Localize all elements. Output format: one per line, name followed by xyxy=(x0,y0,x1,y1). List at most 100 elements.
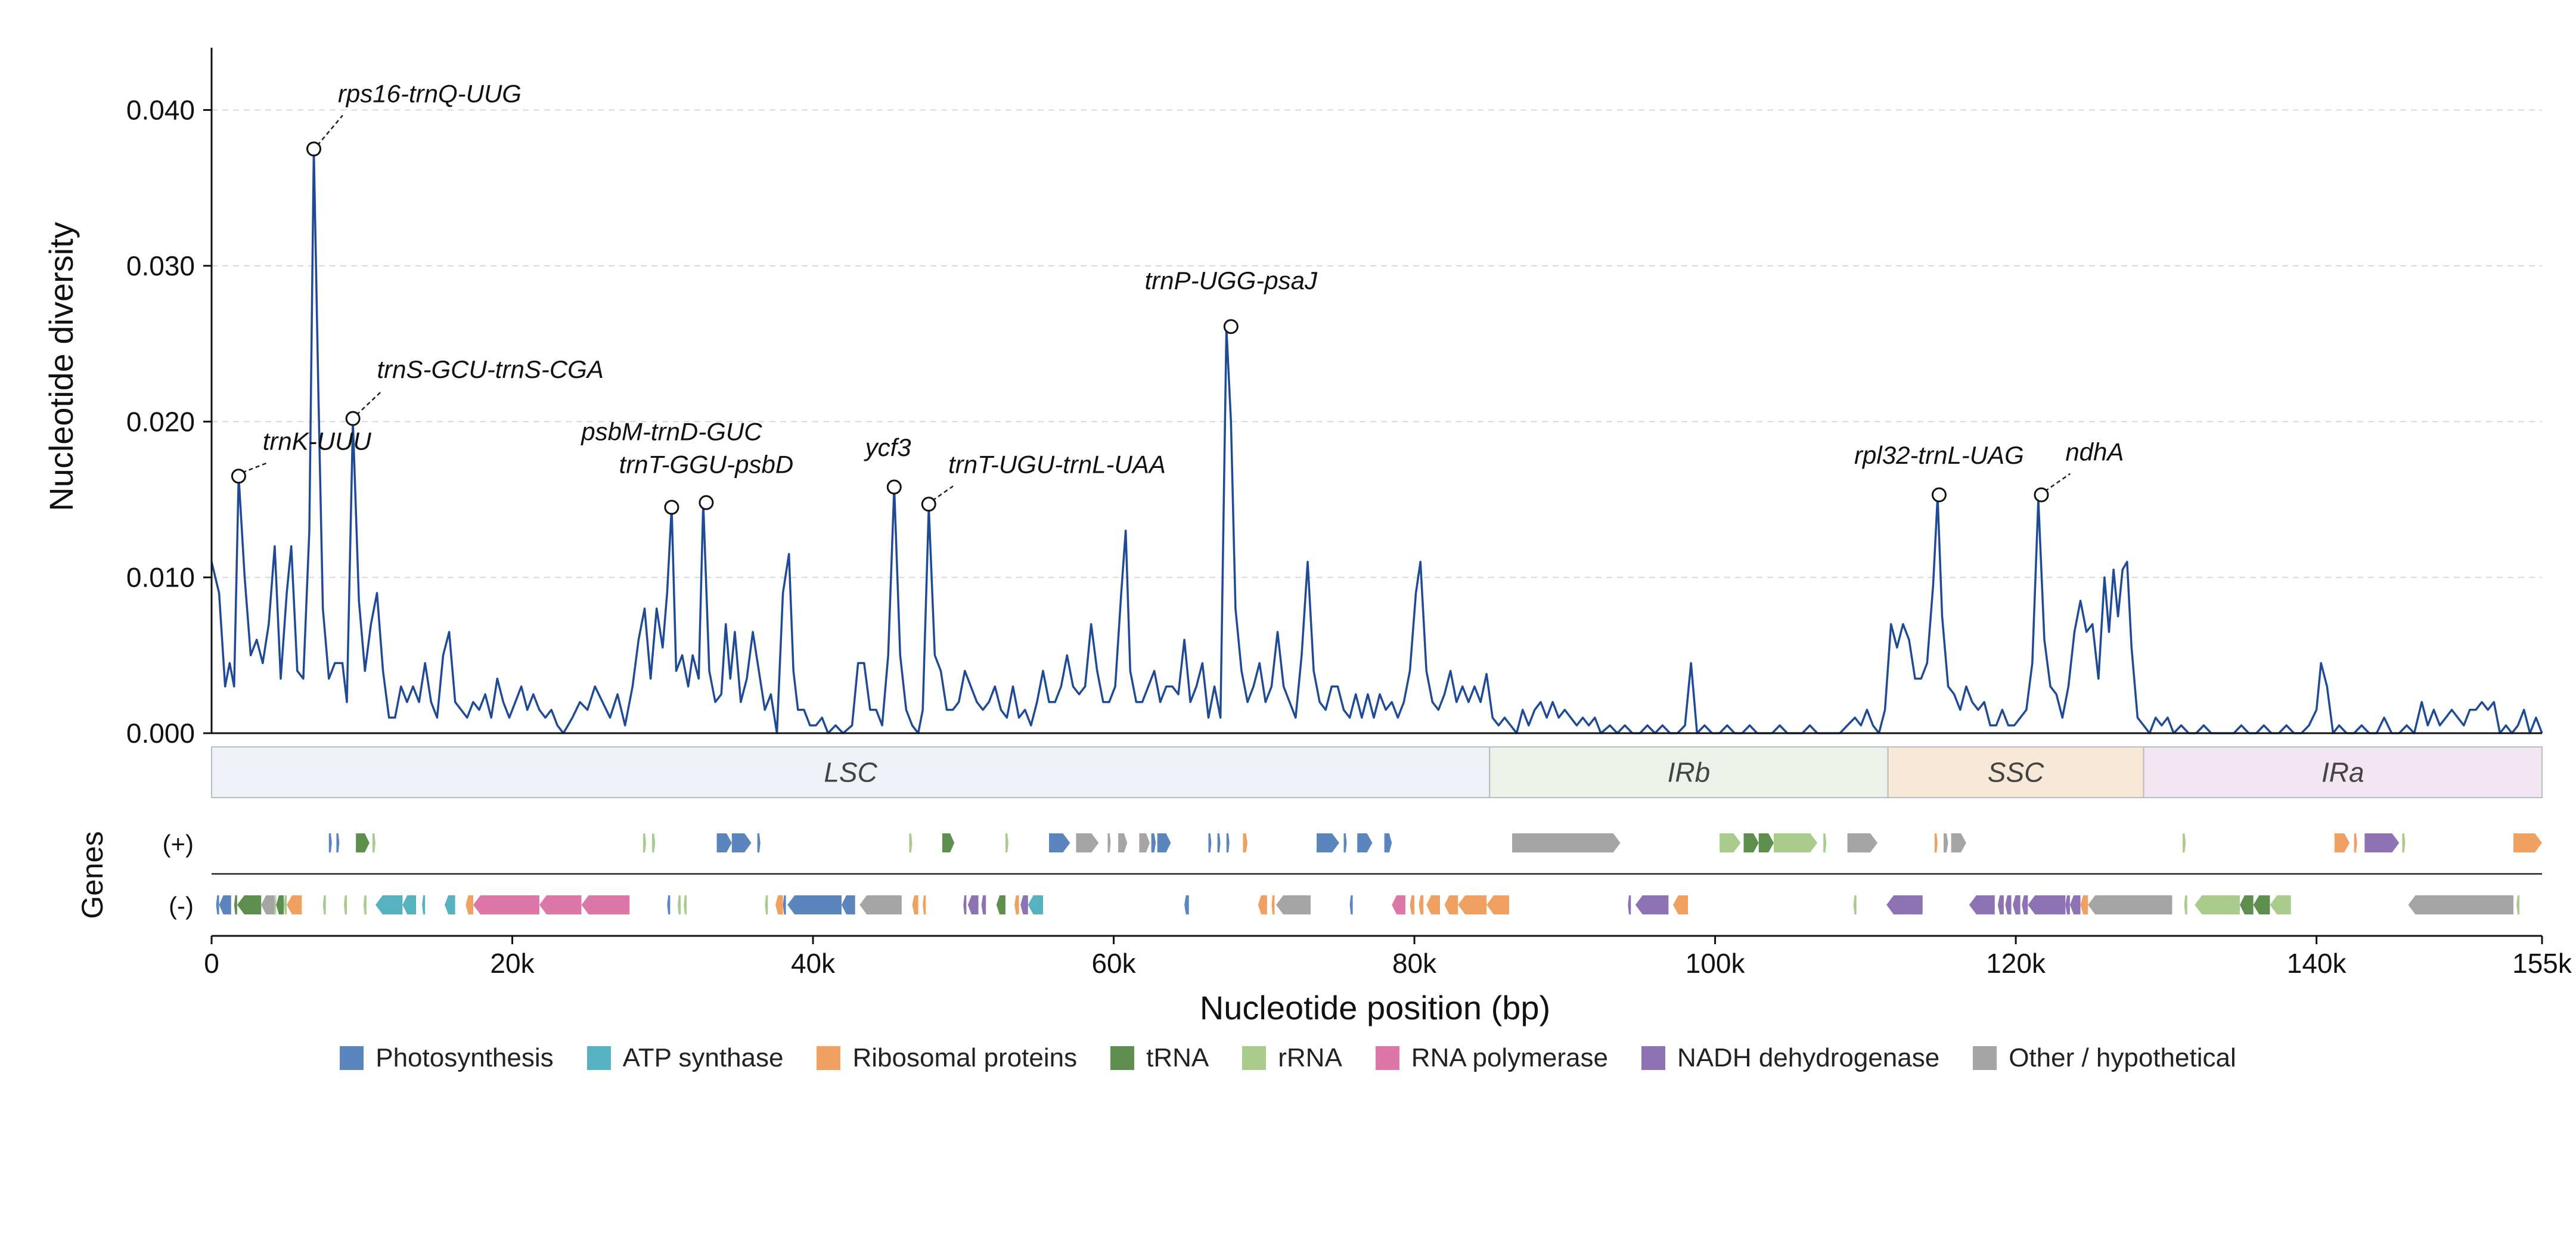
gene-feature xyxy=(2080,895,2088,914)
gene-feature xyxy=(859,895,902,914)
gene-feature xyxy=(775,895,783,914)
x-tick-label: 100k xyxy=(1686,948,1746,979)
gene-feature xyxy=(363,895,367,914)
peak-marker xyxy=(231,469,246,484)
peak-annotations: trnK-UUU rps16-trnQ-UUG trnS-GCU-trnS-CGA p… xyxy=(231,79,2124,515)
diversity-line xyxy=(210,148,2543,734)
gene-feature xyxy=(375,895,403,914)
gene-feature xyxy=(372,833,375,852)
gene-feature xyxy=(261,895,275,914)
legend-label: RNA polymerase xyxy=(1411,1043,1608,1072)
legend-item: RNA polymerase xyxy=(1375,1043,1608,1073)
gene-feature xyxy=(276,895,284,914)
x-tick-label: 20k xyxy=(490,948,535,979)
strand-plus-label: (+) xyxy=(163,830,194,858)
legend-label: Other / hypothetical xyxy=(2009,1043,2236,1072)
y-tick-label: 0.020 xyxy=(126,406,195,437)
legend-label: tRNA xyxy=(1146,1043,1209,1072)
gene-feature xyxy=(783,895,786,914)
gene-feature xyxy=(1758,833,1774,852)
legend-item: NADH dehydrogenase xyxy=(1641,1043,1939,1073)
peak-marker xyxy=(306,141,322,157)
gene-feature xyxy=(328,833,332,852)
gene-feature xyxy=(1426,895,1440,914)
region-ssc xyxy=(1887,746,2144,798)
strand-minus-label: (-) xyxy=(169,892,194,920)
gene-feature xyxy=(1275,895,1311,914)
gene-feature xyxy=(1773,833,1818,852)
legend-swatch xyxy=(1242,1046,1267,1070)
gene-feature xyxy=(237,895,262,914)
legend-swatch xyxy=(586,1046,611,1070)
legend-item: Photosynthesis xyxy=(340,1043,554,1073)
gene-feature xyxy=(765,895,768,914)
gene-feature xyxy=(2354,833,2357,852)
gene-feature xyxy=(1243,833,1248,852)
gene-feature xyxy=(684,895,687,914)
gene-feature xyxy=(1458,895,1487,914)
gene-feature xyxy=(1635,895,1669,914)
gene-track xyxy=(212,833,2542,914)
peak-marker xyxy=(699,495,714,510)
gene-feature xyxy=(2408,895,2514,914)
gene-feature xyxy=(1392,895,1405,914)
gene-feature xyxy=(1951,833,1966,852)
gene-feature xyxy=(678,895,681,914)
gene-feature xyxy=(1847,833,1878,852)
gene-feature xyxy=(1944,833,1948,852)
diversity-plot xyxy=(210,148,2543,734)
legend-swatch xyxy=(1973,1046,1997,1070)
annotation-leader xyxy=(932,485,954,501)
y-axis-label: Nucleotide diversity xyxy=(42,222,80,511)
y-tick-label: 0.010 xyxy=(126,562,195,593)
gene-feature xyxy=(841,895,855,914)
peak-marker xyxy=(2034,487,2049,503)
gene-feature xyxy=(2513,833,2542,852)
gene-feature xyxy=(757,833,761,852)
region-lsc xyxy=(211,746,1491,798)
gene-feature xyxy=(1014,895,1019,914)
gene-feature xyxy=(2022,895,2028,914)
gene-feature xyxy=(1349,895,1353,914)
gene-feature xyxy=(402,895,417,914)
gene-feature xyxy=(981,895,986,914)
gene-feature xyxy=(1028,895,1043,914)
gene-feature xyxy=(731,833,752,852)
gene-feature xyxy=(2516,895,2520,914)
gene-feature xyxy=(716,833,732,852)
gene-feature xyxy=(1343,833,1347,852)
gene-feature xyxy=(445,895,455,914)
region-bar: LSC IRb SSC IRa xyxy=(211,746,2543,798)
gene-feature xyxy=(1157,833,1171,852)
gene-feature xyxy=(322,895,326,914)
gene-feature xyxy=(1444,895,1458,914)
gene-feature xyxy=(2005,895,2012,914)
gene-feature xyxy=(465,895,473,914)
peak-label: trnT-GGU-psbD xyxy=(619,451,794,479)
x-tick-label: 0 xyxy=(204,948,219,979)
gene-feature xyxy=(2065,895,2070,914)
gene-feature xyxy=(1226,833,1230,852)
gene-feature xyxy=(2239,895,2254,914)
gene-feature xyxy=(912,895,918,914)
legend-label: rRNA xyxy=(1278,1043,1342,1072)
gene-feature xyxy=(1720,833,1741,852)
region-label: SSC xyxy=(1988,757,2044,788)
legend-item: tRNA xyxy=(1110,1043,1209,1073)
y-tick-label: 0.000 xyxy=(126,718,195,749)
gene-feature xyxy=(2402,833,2406,852)
gene-feature xyxy=(1969,895,1995,914)
gene-feature xyxy=(1823,833,1827,852)
gene-feature xyxy=(967,895,979,914)
legend-label: ATP synthase xyxy=(622,1043,784,1072)
peak-marker xyxy=(886,479,902,495)
peak-label: rpl32-trnL-UAG xyxy=(1854,441,2024,469)
gene-feature xyxy=(1997,895,2004,914)
gene-feature xyxy=(1076,833,1099,852)
legend-swatch xyxy=(1641,1046,1665,1070)
legend-item: rRNA xyxy=(1242,1043,1342,1073)
gene-feature xyxy=(963,895,967,914)
gene-feature xyxy=(1512,833,1621,852)
region-label: IRb xyxy=(1668,757,1711,788)
